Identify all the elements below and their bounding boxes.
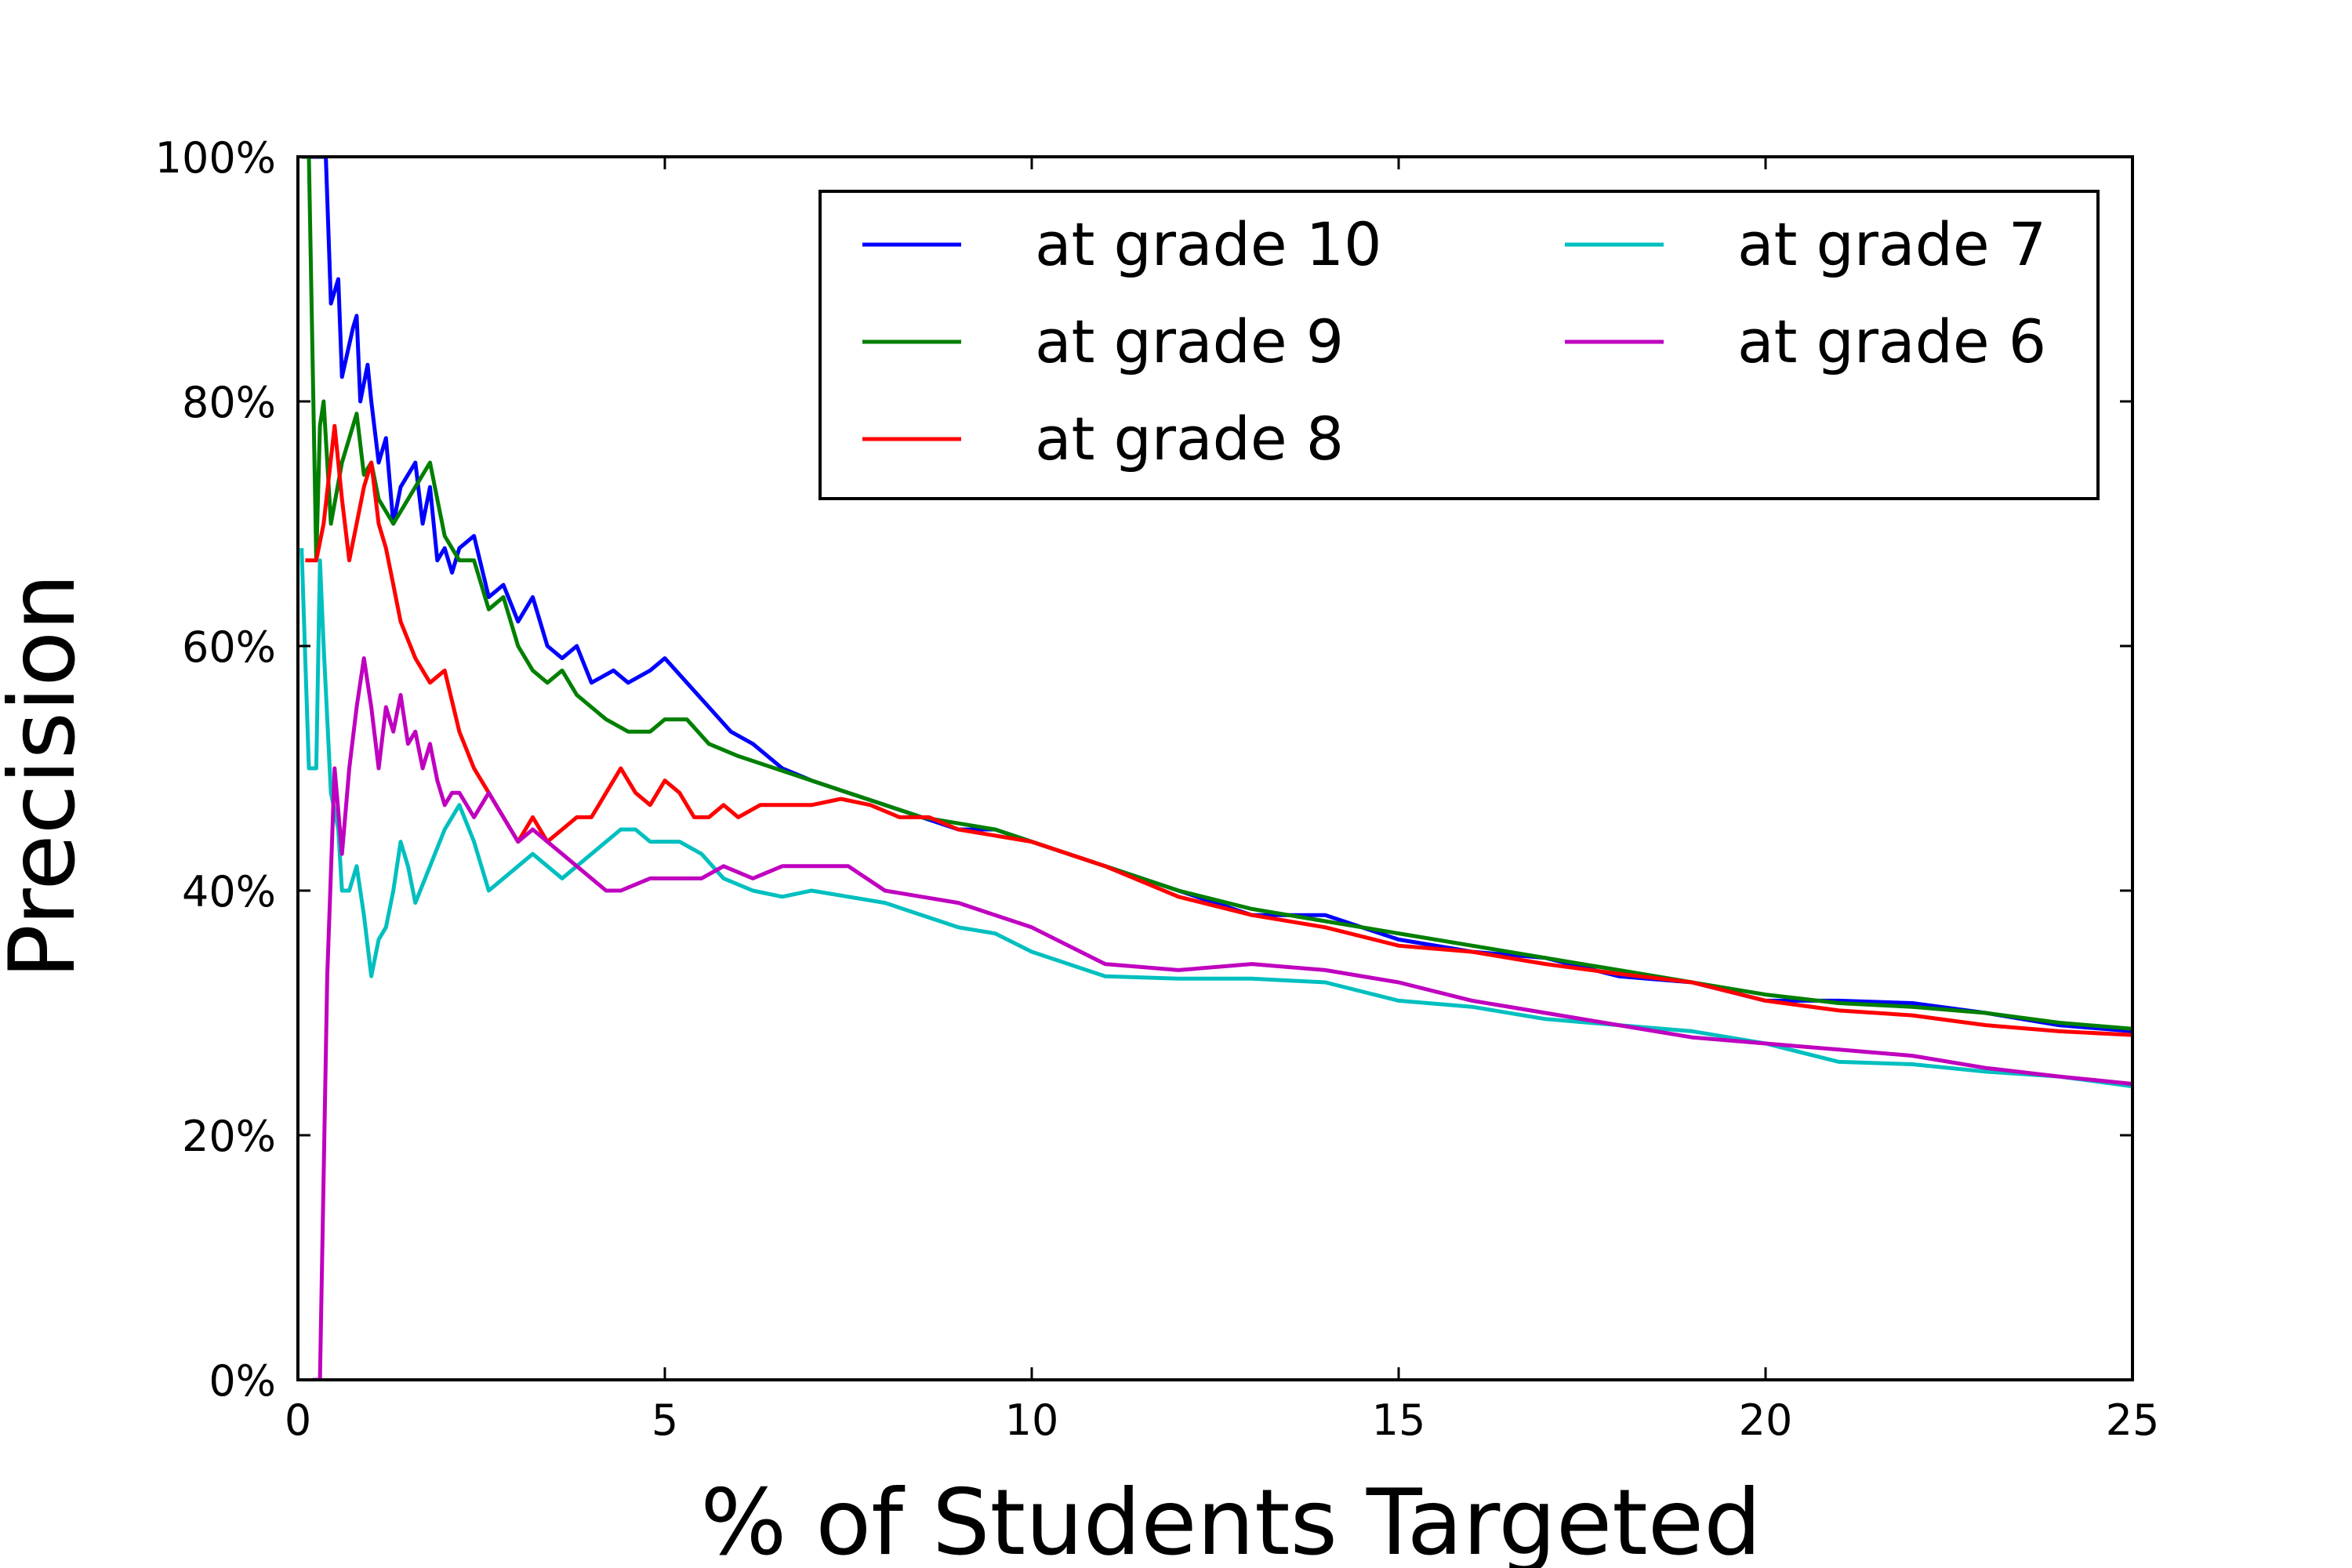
- legend-box: [818, 190, 2100, 500]
- x-tick-label: 20: [1739, 1396, 1793, 1445]
- y-axis-label: Precision: [0, 573, 96, 979]
- legend-label: at grade 7: [1737, 209, 2046, 279]
- legend-label: at grade 6: [1737, 307, 2046, 376]
- y-tick-label: 100%: [155, 133, 276, 183]
- x-tick-label: 0: [285, 1396, 311, 1445]
- x-tick-label: 5: [652, 1396, 678, 1445]
- series-line-4: [299, 548, 2132, 1089]
- legend-label: at grade 10: [1035, 209, 1381, 279]
- series-line-1: [305, 157, 2132, 1033]
- series-line-3: [305, 423, 2132, 1037]
- y-tick-label: 0%: [209, 1356, 276, 1406]
- y-tick-label: 40%: [182, 867, 276, 916]
- legend: at grade 10 at grade 9 at grade 8 at grade …: [818, 190, 2100, 500]
- legend-entries: at grade 10 at grade 9 at grade 8 at grade …: [862, 209, 2046, 474]
- legend-label: at grade 8: [1035, 404, 1344, 474]
- legend-label: at grade 9: [1035, 307, 1344, 376]
- x-tick-label: 25: [2106, 1396, 2160, 1445]
- series-lines: [299, 157, 2132, 1380]
- x-tick-label: 10: [1005, 1396, 1059, 1445]
- series-line-5: [312, 656, 2132, 1380]
- plot-area-frame: [296, 155, 2134, 1381]
- x-tick-label: 15: [1372, 1396, 1426, 1445]
- x-axis-label: % of Students Targeted: [700, 1470, 1762, 1568]
- y-tick-label: 20%: [182, 1112, 276, 1161]
- y-tick-label: 60%: [182, 622, 276, 672]
- y-tick-label: 80%: [182, 378, 276, 427]
- tick-labels: 0 5 10 15 20 25 0% 20% 40% 60% 80% 100%: [155, 133, 2160, 1445]
